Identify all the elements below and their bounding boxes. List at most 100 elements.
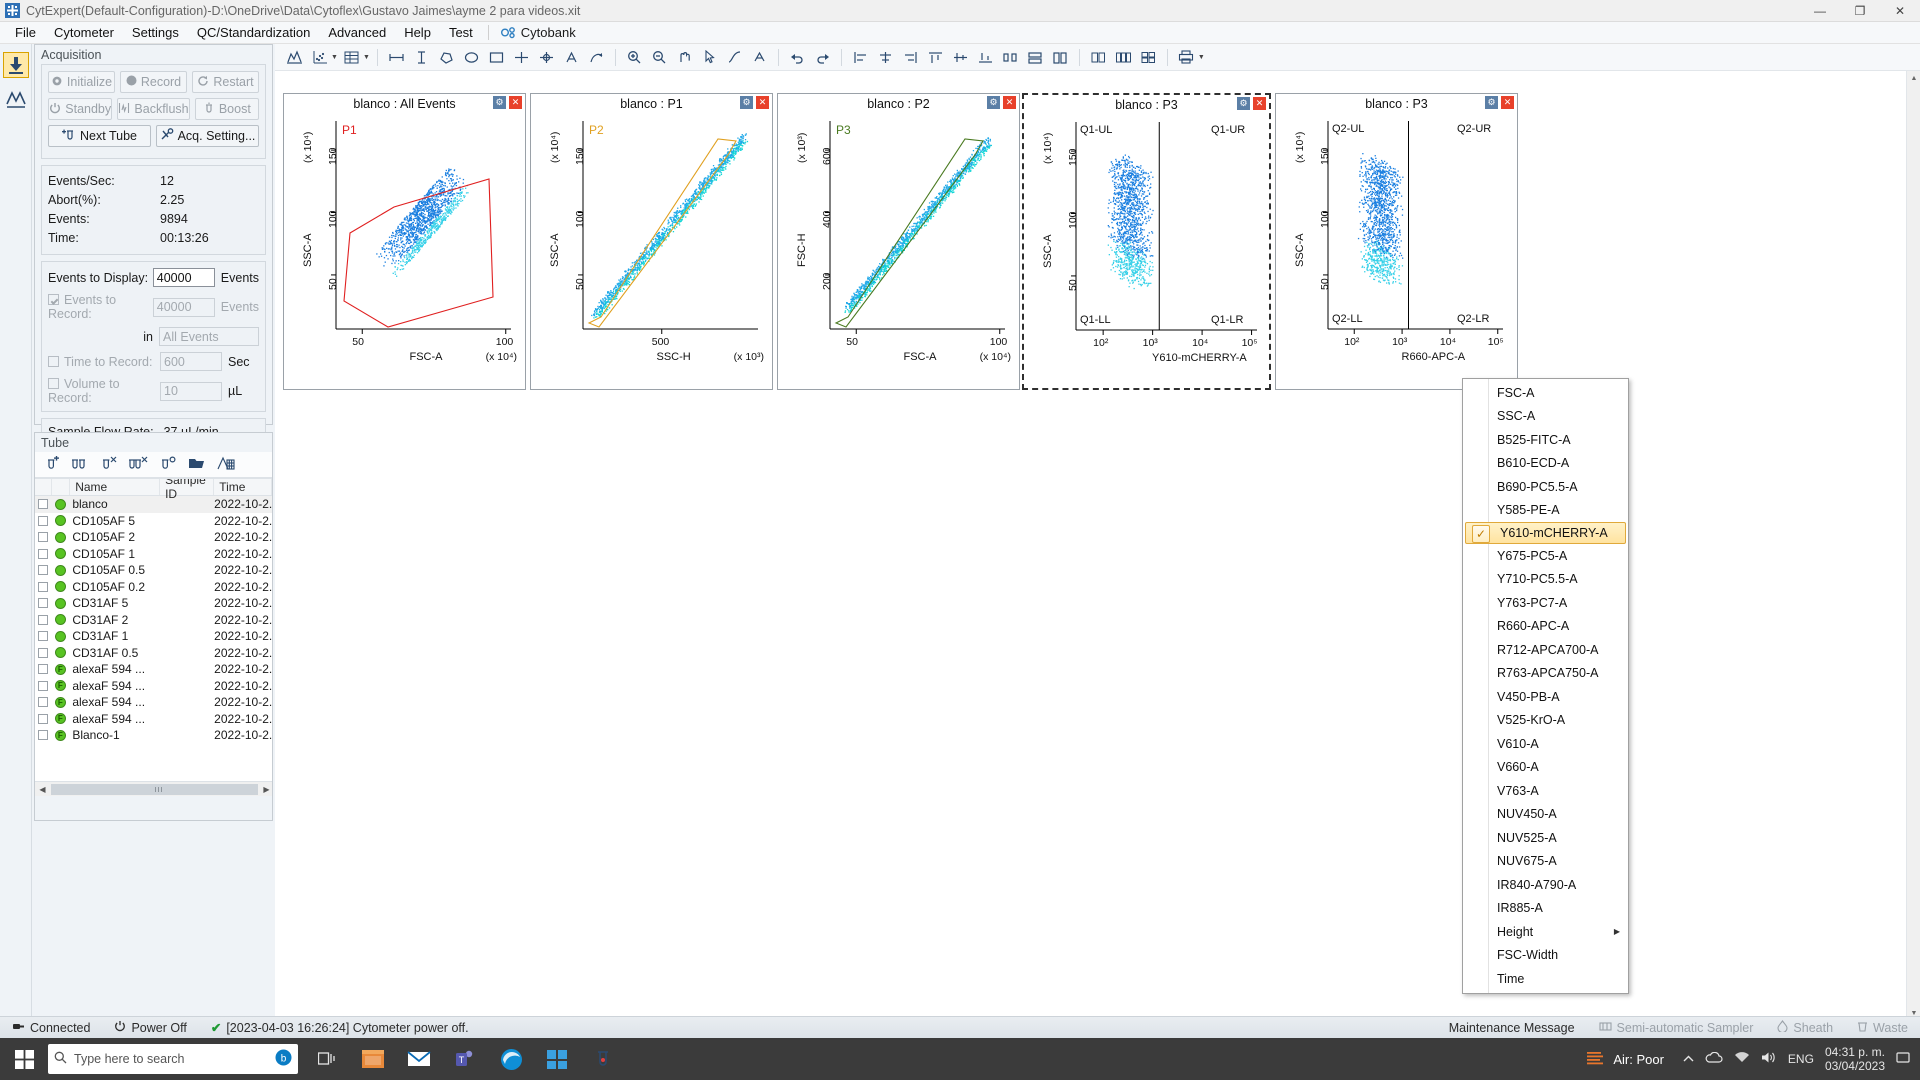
events-to-record-input[interactable] <box>152 297 215 317</box>
grid-2-icon[interactable] <box>1087 46 1110 68</box>
taskbar-search[interactable]: Type here to search b <box>48 1044 298 1074</box>
rectangle-gate-icon[interactable] <box>485 46 508 68</box>
scatter-plot-2[interactable]: blanco : P1 ⚙ ✕ 150 100 50 500 SSC-A (x 10⁴) SSC-… <box>530 93 773 390</box>
chevron-down-icon[interactable]: ▼ <box>1197 53 1205 61</box>
delete-tube-icon[interactable] <box>101 456 118 474</box>
scatter-plot-3[interactable]: blanco : P2 ⚙ ✕ 600 400 200 50 100 FSC-H (x 10³) F… <box>777 93 1020 390</box>
histogram-icon[interactable] <box>283 46 306 68</box>
acquisition-view-button[interactable] <box>2 52 29 78</box>
teams-icon[interactable]: T <box>442 1038 488 1080</box>
row-checkbox[interactable] <box>35 581 51 592</box>
table-row[interactable]: CD105AF 2 2022-10-2... <box>35 529 272 546</box>
context-menu-item[interactable]: IR840-A790-A <box>1463 873 1628 897</box>
events-to-record-label[interactable]: Events to Record: <box>48 293 153 321</box>
volume-to-record-checkbox[interactable] <box>48 378 59 389</box>
start-button[interactable] <box>0 1038 48 1080</box>
context-menu-item[interactable]: V525-KrO-A <box>1463 709 1628 733</box>
context-menu-item[interactable]: NUV675-A <box>1463 850 1628 874</box>
context-menu-item[interactable]: NUV450-A <box>1463 803 1628 827</box>
maintenance-message[interactable]: Maintenance Message <box>1437 1021 1587 1035</box>
quadrant-gate-icon[interactable] <box>510 46 533 68</box>
column-name[interactable]: Name <box>70 479 161 495</box>
onedrive-icon[interactable] <box>1705 1051 1723 1067</box>
table-row[interactable]: CD105AF 5 2022-10-2... <box>35 513 272 530</box>
context-menu-item[interactable]: NUV525-A <box>1463 826 1628 850</box>
scroll-up-arrow[interactable]: ▲ <box>1910 74 1918 82</box>
ellipse-gate-icon[interactable] <box>460 46 483 68</box>
row-checkbox[interactable] <box>35 631 51 642</box>
analysis-view-button[interactable] <box>3 86 29 112</box>
cortana-icon[interactable]: b <box>275 1049 292 1069</box>
row-checkbox[interactable] <box>35 680 51 691</box>
polygon-gate-icon[interactable] <box>435 46 458 68</box>
notifications-icon[interactable] <box>1896 1051 1910 1067</box>
close-icon[interactable]: ✕ <box>1501 96 1514 109</box>
row-checkbox[interactable] <box>35 697 51 708</box>
edge-icon[interactable] <box>488 1038 534 1080</box>
boost-button[interactable]: Boost <box>194 98 260 120</box>
scatter-plot-4[interactable]: blanco : P3 ⚙ ✕ 150 100 50 10² 10³ 10⁴ 10⁵ Q1-UL Q1… <box>1022 93 1271 390</box>
minimize-button[interactable]: — <box>1814 3 1826 18</box>
close-button[interactable]: ✕ <box>1894 3 1906 18</box>
context-menu-item[interactable]: V763-A <box>1463 779 1628 803</box>
menu-test[interactable]: Test <box>448 25 473 40</box>
context-menu-item[interactable]: Height ▶ <box>1463 920 1628 944</box>
close-icon[interactable]: ✕ <box>1253 97 1266 110</box>
tube-settings-icon[interactable] <box>160 455 177 474</box>
row-checkbox[interactable] <box>35 664 51 675</box>
axis-scale-icon[interactable] <box>723 46 746 68</box>
pan-icon[interactable] <box>673 46 696 68</box>
align-left-icon[interactable] <box>849 46 872 68</box>
table-row[interactable]: CD31AF 2 2022-10-2... <box>35 612 272 629</box>
context-menu-item[interactable]: R660-APC-A <box>1463 615 1628 639</box>
distribute-h-icon[interactable] <box>999 46 1022 68</box>
table-row[interactable]: CD105AF 0.5 2022-10-2... <box>35 562 272 579</box>
in-select[interactable] <box>159 327 259 346</box>
scroll-thumb[interactable] <box>51 783 258 795</box>
pointer-select-icon[interactable] <box>698 46 721 68</box>
mail-icon[interactable] <box>396 1038 442 1080</box>
row-checkbox[interactable] <box>35 532 51 543</box>
context-menu-item[interactable]: IR885-A <box>1463 897 1628 921</box>
gear-icon[interactable]: ⚙ <box>740 96 753 109</box>
context-menu-item[interactable]: SSC-A <box>1463 405 1628 429</box>
store-icon[interactable] <box>534 1038 580 1080</box>
context-menu-item[interactable]: ✓ Y610-mCHERRY-A <box>1465 522 1626 544</box>
context-menu-item[interactable]: Y585-PE-A <box>1463 499 1628 523</box>
scroll-left-arrow[interactable]: ◀ <box>39 784 46 794</box>
context-menu-item[interactable]: Y710-PC5.5-A <box>1463 568 1628 592</box>
context-menu-item[interactable]: R763-APCA750-A <box>1463 662 1628 686</box>
delete-all-tubes-icon[interactable] <box>129 456 149 474</box>
table-row[interactable]: CD31AF 5 2022-10-2... <box>35 595 272 612</box>
horizontal-line-gate-icon[interactable] <box>385 46 408 68</box>
menu-advanced[interactable]: Advanced <box>328 25 387 40</box>
context-menu-item[interactable]: FSC-Width <box>1463 944 1628 968</box>
plot-canvas[interactable]: 150 100 50 50 100 SSC-A (x 10⁴) FSC-A (x 10⁴) P1 <box>284 113 525 389</box>
add-tube-icon[interactable] <box>43 455 60 474</box>
row-checkbox[interactable] <box>35 499 51 510</box>
density-plot-icon[interactable] <box>308 46 331 68</box>
context-menu-item[interactable]: Time <box>1463 967 1628 991</box>
close-icon[interactable]: ✕ <box>1003 96 1016 109</box>
scatter-plot-5[interactable]: blanco : P3 ⚙ ✕ 150 100 50 10² 10³ 10⁴ 10⁵ Q2-UL Q2… <box>1275 93 1518 390</box>
events-to-display-input[interactable] <box>152 268 215 287</box>
same-width-icon[interactable] <box>1024 46 1047 68</box>
open-folder-icon[interactable] <box>188 456 206 473</box>
maximize-button[interactable]: ❐ <box>1854 3 1866 18</box>
workspace-vertical-scrollbar[interactable]: ▲ ▼ <box>1906 71 1920 1020</box>
show-hidden-icons[interactable] <box>1683 1052 1694 1066</box>
context-menu-item[interactable]: B525-FITC-A <box>1463 428 1628 452</box>
chevron-down-icon[interactable]: ▼ <box>362 53 370 61</box>
close-icon[interactable]: ✕ <box>509 96 522 109</box>
close-icon[interactable]: ✕ <box>756 96 769 109</box>
scroll-down-arrow[interactable]: ▼ <box>1910 1009 1918 1017</box>
arrow-annotation-icon[interactable] <box>585 46 608 68</box>
column-sample-id[interactable]: Sample ID <box>160 479 215 501</box>
menu-cytometer[interactable]: Cytometer <box>53 25 114 40</box>
plot-canvas[interactable]: 600 400 200 50 100 FSC-H (x 10³) FSC-A (x 10⁴) P3 <box>778 113 1019 389</box>
time-to-record-label[interactable]: Time to Record: <box>48 355 160 369</box>
